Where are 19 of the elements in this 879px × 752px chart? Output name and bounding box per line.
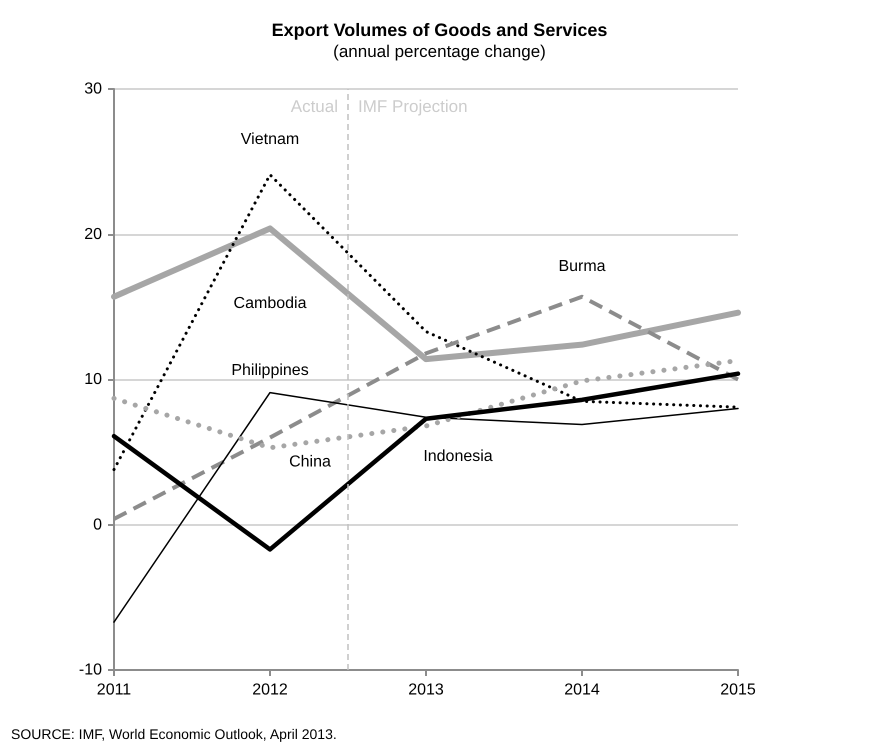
y-tick-label: 20 <box>84 226 102 243</box>
text: Vietnam <box>240 131 300 148</box>
x-tick-label: 2012 <box>252 682 288 698</box>
y-tick-label: 30 <box>84 80 102 98</box>
x-tick-label: 2014 <box>564 682 600 698</box>
series-label: China <box>289 453 331 470</box>
x-tick-label: 2013 <box>408 682 444 698</box>
series-label: Philippines <box>231 362 309 380</box>
y-tick-label: -10 <box>78 662 102 678</box>
x-tick-label: 2015 <box>720 682 756 698</box>
series-label: Cambodia <box>234 294 307 312</box>
chart-title: Export Volumes of Goods and Services <box>272 20 608 40</box>
y-tick-label: 0 <box>93 516 102 534</box>
series-label: Burma <box>558 258 606 276</box>
source-note: SOURCE: IMF, World Economic Outlook, April 2013. <box>11 726 337 742</box>
y-tick-label: 10 <box>84 371 102 388</box>
x-tick-label: 2011 <box>96 682 132 698</box>
chart-subtitle: (annual percentage change) <box>333 42 546 61</box>
series-label: Indonesia <box>423 448 493 466</box>
